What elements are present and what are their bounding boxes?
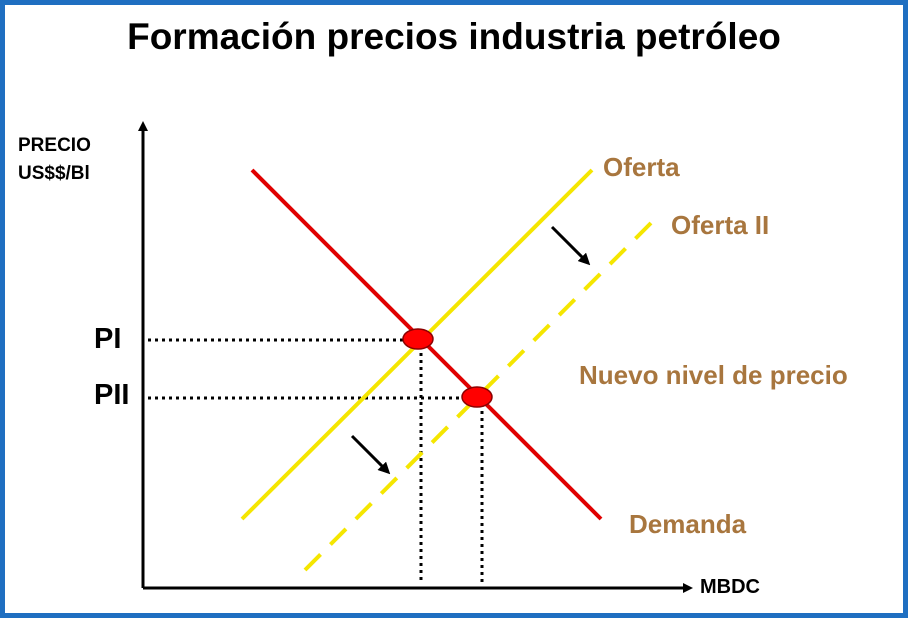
supply-shifted-curve-label: Oferta II: [671, 210, 770, 240]
shift-arrow-lower: [350, 434, 391, 475]
equilibrium-point-initial: [402, 328, 434, 350]
shift-arrow-upper: [550, 225, 591, 266]
demand-curve-label: Demanda: [629, 509, 747, 539]
page-title: Formación precios industria petróleo: [127, 16, 781, 57]
supply-shifted-curve: [303, 220, 654, 572]
x-axis-label: MBDC: [700, 576, 760, 598]
y-axis-label-line1: PRECIO: [18, 135, 91, 156]
price-level-p1-label: PI: [94, 323, 122, 355]
supply-curve-label: Oferta: [603, 152, 680, 182]
y-axis-label-line2: US$$/Bl: [18, 163, 90, 184]
price-level-p2-label: PII: [94, 379, 130, 411]
new-price-level-annotation: Nuevo nivel de precio: [579, 360, 848, 390]
equilibrium-point-new: [461, 386, 493, 408]
